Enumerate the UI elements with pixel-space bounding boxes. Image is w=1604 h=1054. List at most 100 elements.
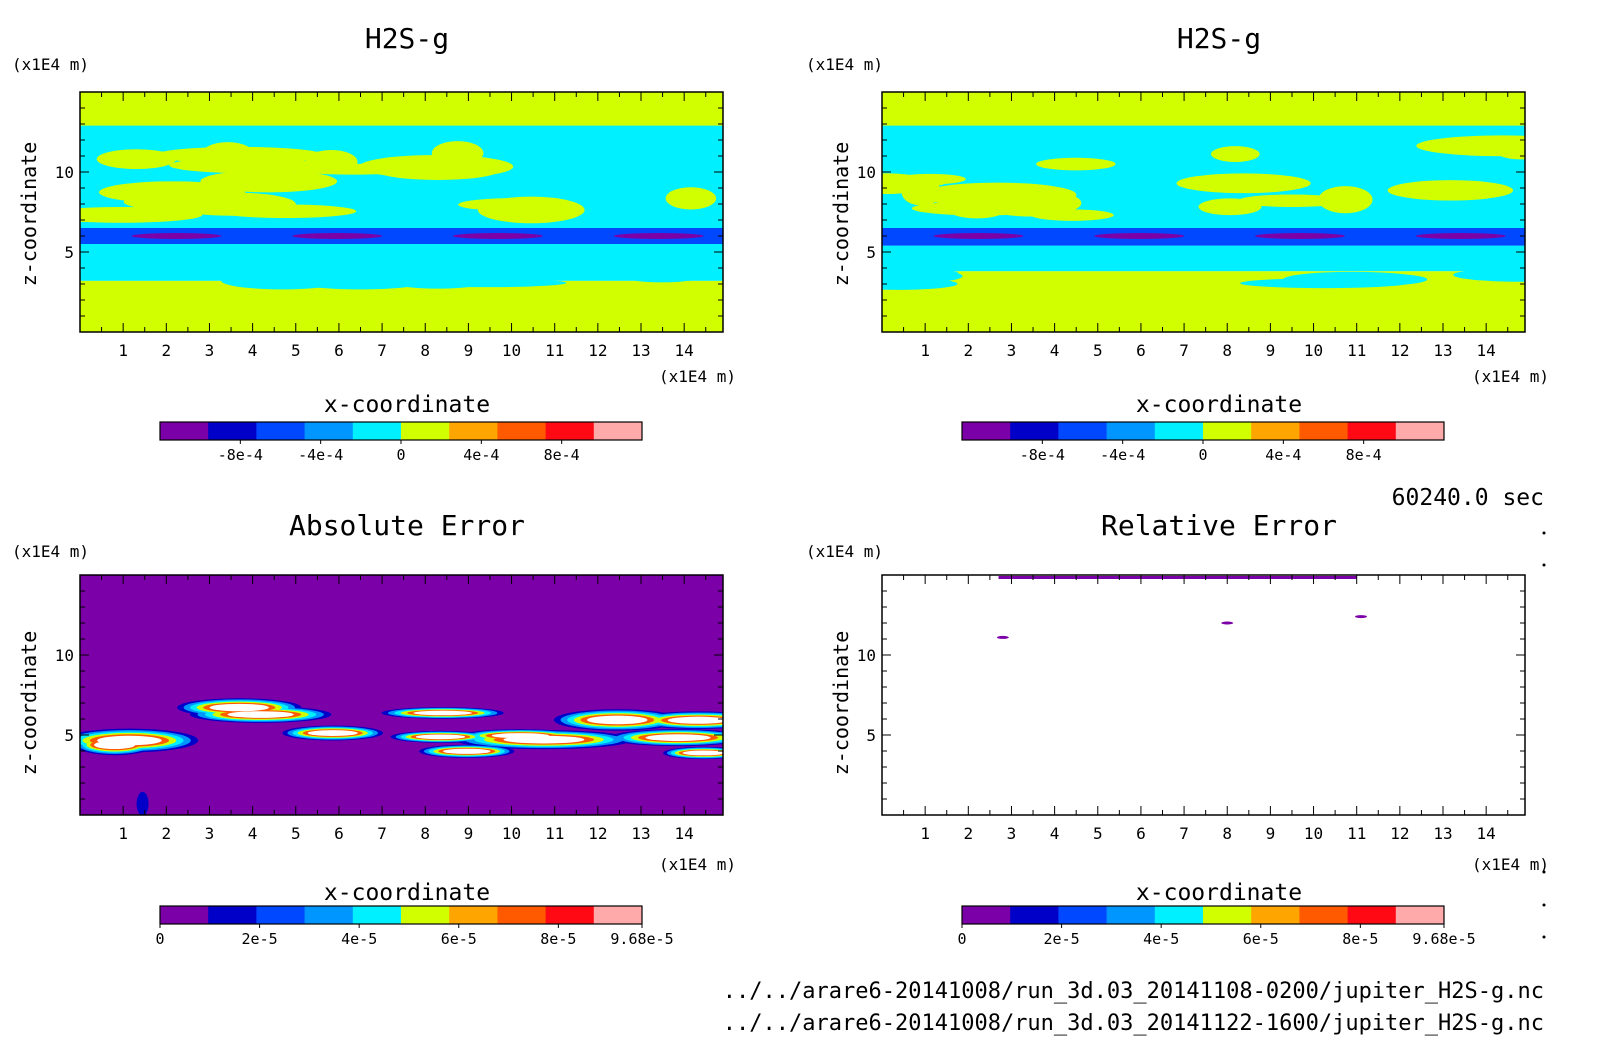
colorbar-tick-label: 8e-4: [1346, 446, 1382, 464]
contour-blob: [1387, 180, 1514, 201]
x-tick-label: 10: [1304, 341, 1323, 360]
x-axis-label: x-coordinate: [1136, 392, 1302, 418]
y-axis-label: z-coordinate: [829, 631, 853, 776]
x-tick-label: 5: [1093, 341, 1103, 360]
x-tick-label: 14: [1477, 824, 1496, 843]
x-tick-label: 12: [588, 824, 607, 843]
field: [80, 92, 723, 332]
panel-title: H2S-g: [365, 22, 449, 55]
contour-core: [292, 233, 383, 239]
panel-relative-error: Relative Error (x1E4 m) 1 2 3 4 5 6 7 8 9 10 11 12 1…: [806, 509, 1549, 948]
contour-blob: [384, 271, 492, 289]
contour-blob: [307, 730, 358, 737]
colorbar-tick-label: -4e-4: [298, 446, 343, 464]
x-tick-label: 7: [377, 824, 387, 843]
x-tick-label: 5: [291, 341, 301, 360]
contour-core: [452, 233, 543, 239]
contour-blob: [387, 262, 517, 274]
colorbar-swatch: [1203, 422, 1252, 440]
x-tick-label: 11: [545, 824, 564, 843]
colorbar-tick-label: -4e-4: [1100, 446, 1145, 464]
x-tick-label: 1: [118, 824, 128, 843]
x-tick-label: 5: [291, 824, 301, 843]
x-unit-label: (x1E4 m): [1472, 855, 1549, 874]
contour-blob: [80, 255, 177, 269]
contour-blob: [979, 189, 1082, 217]
contour-blob: [221, 271, 344, 290]
x-tick-label: 10: [502, 341, 521, 360]
plot-frame: [79, 91, 724, 333]
x-tick-label: 4: [1050, 824, 1060, 843]
colorbar-tick-label: 4e-5: [341, 930, 377, 948]
colorbar-tick-label: 0: [396, 446, 405, 464]
colorbar-swatch: [497, 906, 547, 924]
panel-title: H2S-g: [1177, 22, 1261, 55]
contour-blob: [1211, 146, 1260, 162]
contour-band: [882, 575, 1525, 815]
x-tick-label: 9: [1266, 341, 1276, 360]
colorbar-swatch: [304, 906, 354, 924]
x-unit-label: (x1E4 m): [1472, 367, 1549, 386]
colorbar-swatch: [1251, 422, 1300, 440]
colorbar-tick-label: -8e-4: [218, 446, 263, 464]
x-tick-label: 3: [1007, 824, 1017, 843]
colorbar-swatch: [1395, 422, 1445, 440]
dot: [1542, 563, 1546, 567]
x-tick-label: 2: [161, 341, 171, 360]
contour-band: [80, 228, 723, 244]
x-tick-label: 4: [248, 824, 258, 843]
dot: [1542, 903, 1546, 907]
x-tick-label: 6: [1136, 341, 1146, 360]
colorbar-tick-label: 2e-5: [242, 930, 278, 948]
colorbar-swatch: [1106, 906, 1156, 924]
x-tick-label: 6: [334, 824, 344, 843]
x-tick-label: 10: [502, 824, 521, 843]
colorbar-swatch: [160, 422, 209, 440]
colorbar-swatch: [449, 422, 498, 440]
colorbar: 0 2e-5 4e-5 6e-5 8e-5 9.68e-5: [155, 905, 674, 948]
colorbar-tick-label: 8e-5: [1342, 930, 1378, 948]
dot: [1542, 531, 1546, 535]
x-tick-label: 13: [631, 341, 650, 360]
contour-blob: [587, 715, 648, 725]
field: [882, 92, 1525, 332]
colorbar-swatch: [1251, 906, 1300, 924]
y-tick-label: 5: [64, 243, 74, 262]
plot-frame: [881, 91, 1526, 333]
contour-blob: [1453, 268, 1525, 282]
x-tick-label: 8: [420, 824, 430, 843]
y-tick-label: 5: [866, 243, 876, 262]
contour-blob: [154, 146, 324, 164]
y-tick-label: 10: [55, 163, 74, 182]
contour-spot: [1221, 621, 1234, 625]
colorbar-swatch: [593, 906, 643, 924]
colorbar-tick-label: -8e-4: [1020, 446, 1065, 464]
y-axis-label: z-coordinate: [17, 631, 41, 776]
y-unit-label: (x1E4 m): [12, 55, 89, 74]
contour-blob: [190, 247, 292, 267]
colorbar-swatch: [1299, 422, 1349, 440]
field: [882, 575, 1525, 815]
colorbar-tick-label: 9.68e-5: [1412, 930, 1475, 948]
contour-blob: [503, 735, 585, 744]
colorbar-swatch: [1203, 906, 1252, 924]
y-unit-label: (x1E4 m): [806, 542, 883, 561]
contour-blob: [359, 154, 514, 179]
y-tick-label: 10: [857, 163, 876, 182]
x-tick-label: 12: [1390, 824, 1409, 843]
plot-frame: [881, 574, 1526, 816]
x-tick-label: 5: [1093, 824, 1103, 843]
file-path-2: ../../arare6-20141008/run_3d.03_20141122…: [723, 1011, 1544, 1036]
x-tick-label: 3: [1007, 341, 1017, 360]
y-axis-label: z-coordinate: [17, 142, 41, 287]
contour-blob: [1176, 173, 1311, 194]
contour-blob: [1285, 271, 1420, 286]
panel-title: Relative Error: [1101, 509, 1337, 542]
contour-core: [933, 233, 1024, 239]
contour-band: [882, 92, 1525, 131]
contour-band: [80, 92, 723, 131]
colorbar: 0 2e-5 4e-5 6e-5 8e-5 9.68e-5: [957, 905, 1476, 948]
